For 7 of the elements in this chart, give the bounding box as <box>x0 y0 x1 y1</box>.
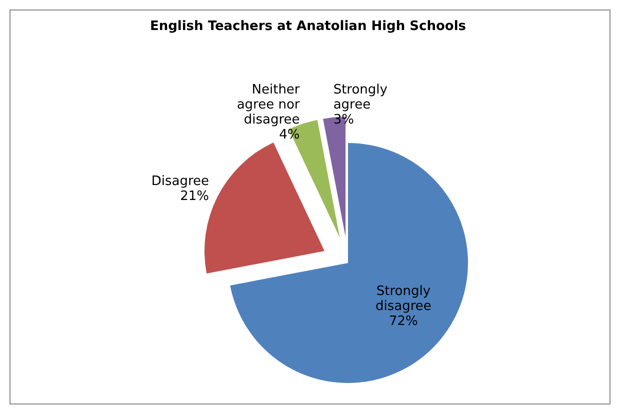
data-label: 72% <box>389 314 418 329</box>
data-label: 21% <box>180 189 210 204</box>
slice-label: Strongly disagree <box>376 284 432 314</box>
chart-title: English Teachers at Anatolian High Schools <box>150 19 466 34</box>
slice-label: Disagree <box>151 174 210 190</box>
slice-label: Strongly agree <box>333 82 388 113</box>
slice-label: Neither agree nor disagree <box>236 82 300 128</box>
